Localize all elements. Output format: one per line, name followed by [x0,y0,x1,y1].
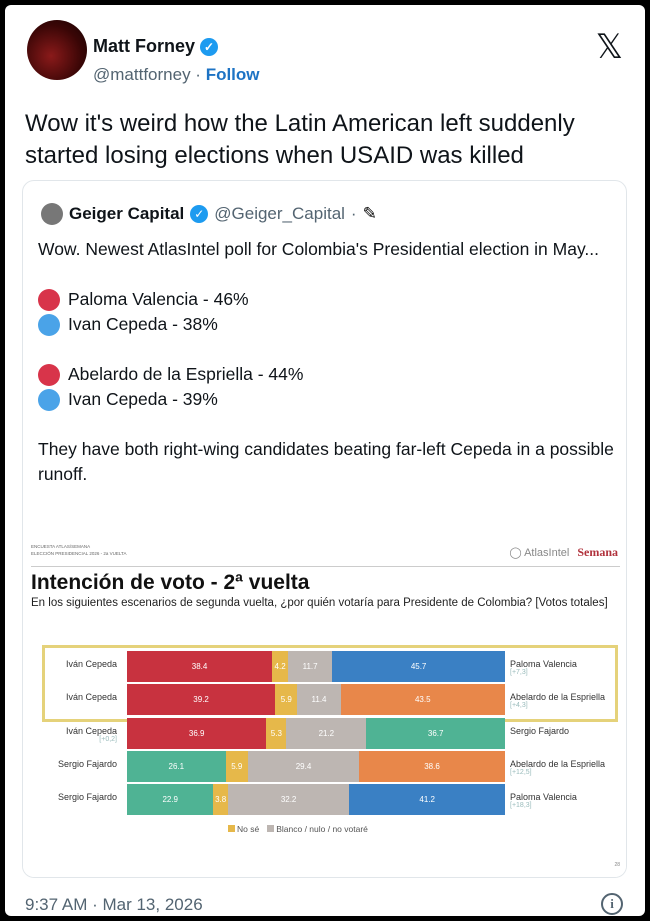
follow-button[interactable]: Follow [205,65,260,84]
x-logo-icon[interactable]: 𝕏 [595,27,623,67]
page-number: 28 [614,862,620,868]
chart-row: Sergio Fajardo 22.9 3.8 32.2 41.2 Paloma Vale… [23,784,626,815]
semana-logo: Semana [577,545,618,559]
left-candidate-label: Iván Cepeda [+0,2] [65,726,117,743]
bar-segment: 38.4 [127,651,273,682]
author-name[interactable]: Matt Forney ✓ [93,36,219,57]
bar-segment: 21.2 [286,718,367,749]
pair-2: Abelardo de la Espriella - 44% Ivan Cepe… [38,362,618,412]
right-candidate-label: Abelardo de la Espriella [+12,5] [510,759,606,776]
right-candidate-label: Paloma Valencia [+18,3] [510,792,577,809]
quote-author-name: Geiger Capital [69,204,185,223]
chart-row: Iván Cepeda 38.4 4.2 11.7 45.7 Paloma Valenci… [23,651,626,682]
bar-segment: 38.6 [359,751,505,782]
quote-avatar [41,203,63,225]
bar-segment: 5.9 [225,751,248,782]
verified-badge-icon: ✓ [190,205,209,223]
left-candidate-label: Iván Cepeda [65,659,117,669]
timestamp[interactable]: 9:37 AM · Mar 13, 2026 [25,895,203,914]
verified-badge-icon: ✓ [200,37,219,56]
bar-segment: 32.2 [227,784,350,815]
chart-legend: No sé Blanco / nulo / no votaré [228,824,368,834]
bar-segment: 36.9 [127,718,267,749]
author-handle: @mattforney · Follow [93,65,260,84]
blue-circle-icon [38,313,60,336]
red-circle-icon [38,288,60,311]
bar-segment: 5.3 [266,718,287,749]
right-candidate-label: Paloma Valencia [+7,3] [510,659,577,676]
right-candidate-label: Abelardo de la Espriella [+4,3] [510,692,606,709]
left-candidate-label: Sergio Fajardo [57,792,117,802]
quoted-tweet[interactable]: Geiger Capital ✓ @Geiger_Capital · ✎ Wow… [22,180,627,878]
quote-handle: @Geiger_Capital [214,204,345,223]
tweet-card: Matt Forney ✓ @mattforney · Follow 𝕏 Wow … [5,5,645,916]
bar-segment: 3.8 [213,784,228,815]
legend-no-se: No sé [237,824,260,834]
bar-segment: 41.2 [349,784,505,815]
bar-segment: 11.7 [288,651,333,682]
chart-row: Iván Cepeda 39.2 5.9 11.4 43.5 Abelardo de la… [23,684,626,715]
edit-pencil-icon: ✎ [362,204,377,223]
pair-1: Paloma Valencia - 46% Ivan Cepeda - 38% [38,287,618,337]
left-candidate-label: Iván Cepeda [65,692,117,702]
left-candidate-label: Sergio Fajardo [57,759,117,769]
bar-segment: 26.1 [127,751,226,782]
tweet-text: Wow it's weird how the Latin American le… [25,110,575,169]
bar-segment: 22.9 [127,784,214,815]
chart-title: Intención de voto - 2ª vuelta [31,571,310,594]
stacked-bar: 36.9 5.3 21.2 36.7 [127,718,505,749]
bar-segment: 4.2 [272,651,289,682]
chart-row: Iván Cepeda [+0,2] 36.9 5.3 21.2 36.7 Sergio F… [23,718,626,749]
info-icon[interactable]: i [601,893,623,915]
poll-chart-image[interactable]: ENCUESTA ATLAS/SEMANA ELECCIÓN PRESIDENCI… [23,533,626,877]
bar-segment: 29.4 [247,751,360,782]
stacked-bar: 26.1 5.9 29.4 38.6 [127,751,505,782]
chart-row: Sergio Fajardo 26.1 5.9 29.4 38.6 Abelardo de… [23,751,626,782]
quote-text: Wow. Newest AtlasIntel poll for Colombia… [38,237,618,512]
atlasintel-logo: ◯ AtlasIntel [509,547,570,559]
blue-circle-icon [38,388,60,411]
chart-subtitle: En los siguientes escenarios de segunda … [31,597,608,609]
bar-segment: 39.2 [127,684,276,715]
legend-blanco: Blanco / nulo / no votaré [276,824,368,834]
bar-segment: 11.4 [297,684,341,715]
divider [31,566,620,567]
bar-segment: 43.5 [340,684,505,715]
avatar[interactable] [27,20,87,80]
stacked-bar: 39.2 5.9 11.4 43.5 [127,684,505,715]
red-circle-icon [38,363,60,386]
stacked-bar: 22.9 3.8 32.2 41.2 [127,784,505,815]
stacked-bar: 38.4 4.2 11.7 45.7 [127,651,505,682]
right-candidate-label: Sergio Fajardo [510,726,570,736]
bar-segment: 45.7 [332,651,505,682]
bar-segment: 5.9 [275,684,298,715]
bar-segment: 36.7 [366,718,505,749]
